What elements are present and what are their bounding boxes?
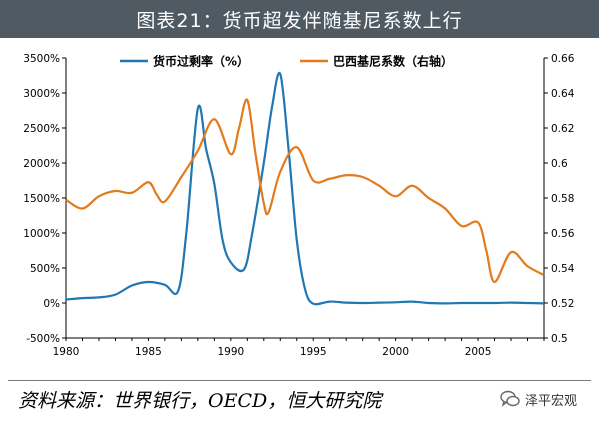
x-tick-label: 1985 [135, 346, 162, 358]
right-tick-label: 0.52 [551, 298, 574, 310]
left-tick-label: 2000% [23, 158, 60, 170]
right-tick-label: 0.54 [551, 263, 575, 275]
line-chart: -500% 0% 500% 1000% 1500% 2000% 2500% 3000% 3500… [23, 53, 575, 358]
right-tick-label: 0.64 [551, 88, 575, 100]
left-tick-label: 2500% [23, 123, 60, 135]
left-tick-label: 0% [43, 298, 60, 310]
legend-item-gini-label: 巴西基尼系数（右轴） [333, 54, 453, 69]
left-tick-label: 1000% [23, 228, 60, 240]
wechat-bubble-icon [500, 390, 520, 407]
legend-item-money-excess-label: 货币过剩率（%） [153, 54, 249, 69]
left-tick-label: 3500% [23, 53, 60, 65]
left-tick-label: 500% [30, 263, 60, 275]
right-tick-label: 0.5 [551, 333, 568, 345]
figure-title: 图表21：货币超发伴随基尼系数上行 [136, 9, 463, 32]
left-tick-label: 1500% [23, 193, 60, 205]
left-tick-label: -500% [26, 333, 60, 345]
watermark-label: 泽平宏观 [525, 393, 578, 409]
right-tick-label: 0.6 [551, 158, 568, 170]
footer-divider [8, 380, 591, 381]
chart-area: -500% 0% 500% 1000% 1500% 2000% 2500% 3000% 3500… [0, 38, 599, 380]
right-tick-label: 0.56 [551, 228, 575, 240]
left-tick-label: 3000% [23, 88, 60, 100]
x-tick-label: 1995 [300, 346, 327, 358]
right-tick-label: 0.66 [551, 53, 575, 65]
x-tick-label: 2000 [382, 346, 409, 358]
x-tick-label: 1990 [217, 346, 244, 358]
x-tick-label: 1980 [53, 346, 80, 358]
source-note: 资料来源：世界银行，OECD，恒大研究院 [18, 390, 382, 412]
watermark: 泽平宏观 [500, 389, 577, 409]
series-line-money-excess [65, 71, 545, 306]
series-line-gini [65, 98, 545, 284]
right-tick-label: 0.62 [551, 123, 574, 135]
chart-title-bar: 图表21：货币超发伴随基尼系数上行 [0, 0, 599, 38]
right-tick-label: 0.58 [551, 193, 574, 205]
x-tick-label: 2005 [465, 346, 492, 358]
